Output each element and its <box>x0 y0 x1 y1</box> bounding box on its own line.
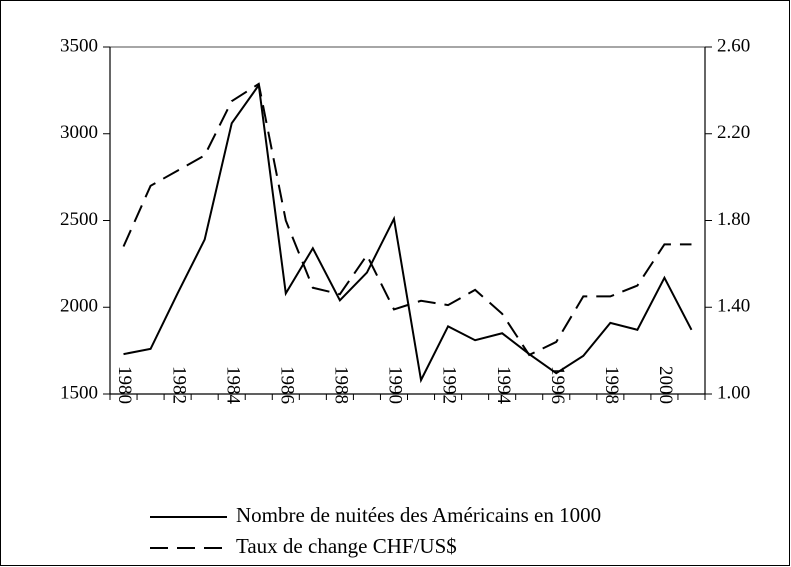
x-tick-label: 1992 <box>439 366 460 404</box>
x-tick-label: 1982 <box>168 366 189 404</box>
x-tick-label: 1980 <box>114 366 135 404</box>
x-tick-label: 1996 <box>547 366 568 404</box>
x-tick-label: 1998 <box>601 366 622 404</box>
legend-label: Taux de change CHF/US$ <box>236 534 457 558</box>
y2-tick-label: 1.00 <box>717 382 750 403</box>
x-tick-label: 1990 <box>385 366 406 404</box>
y2-tick-label: 1.40 <box>717 296 750 317</box>
y-tick-label: 1500 <box>60 382 98 403</box>
y2-tick-label: 2.60 <box>717 35 750 56</box>
x-tick-label: 1988 <box>331 366 352 404</box>
y-tick-label: 3000 <box>60 122 98 143</box>
series-line <box>122 82 692 357</box>
x-tick-label: 2000 <box>655 366 676 404</box>
y-tick-label: 2000 <box>60 296 98 317</box>
x-tick-label: 1994 <box>493 366 514 405</box>
y-tick-label: 2500 <box>60 209 98 230</box>
x-tick-label: 1986 <box>276 366 297 404</box>
y2-tick-label: 1.80 <box>717 209 750 230</box>
x-tick-label: 1984 <box>222 366 243 405</box>
y2-tick-label: 2.20 <box>717 122 750 143</box>
y-tick-label: 3500 <box>60 35 98 56</box>
legend-label: Nombre de nuitées des Américains en 1000 <box>236 503 601 527</box>
series-line <box>123 82 693 384</box>
